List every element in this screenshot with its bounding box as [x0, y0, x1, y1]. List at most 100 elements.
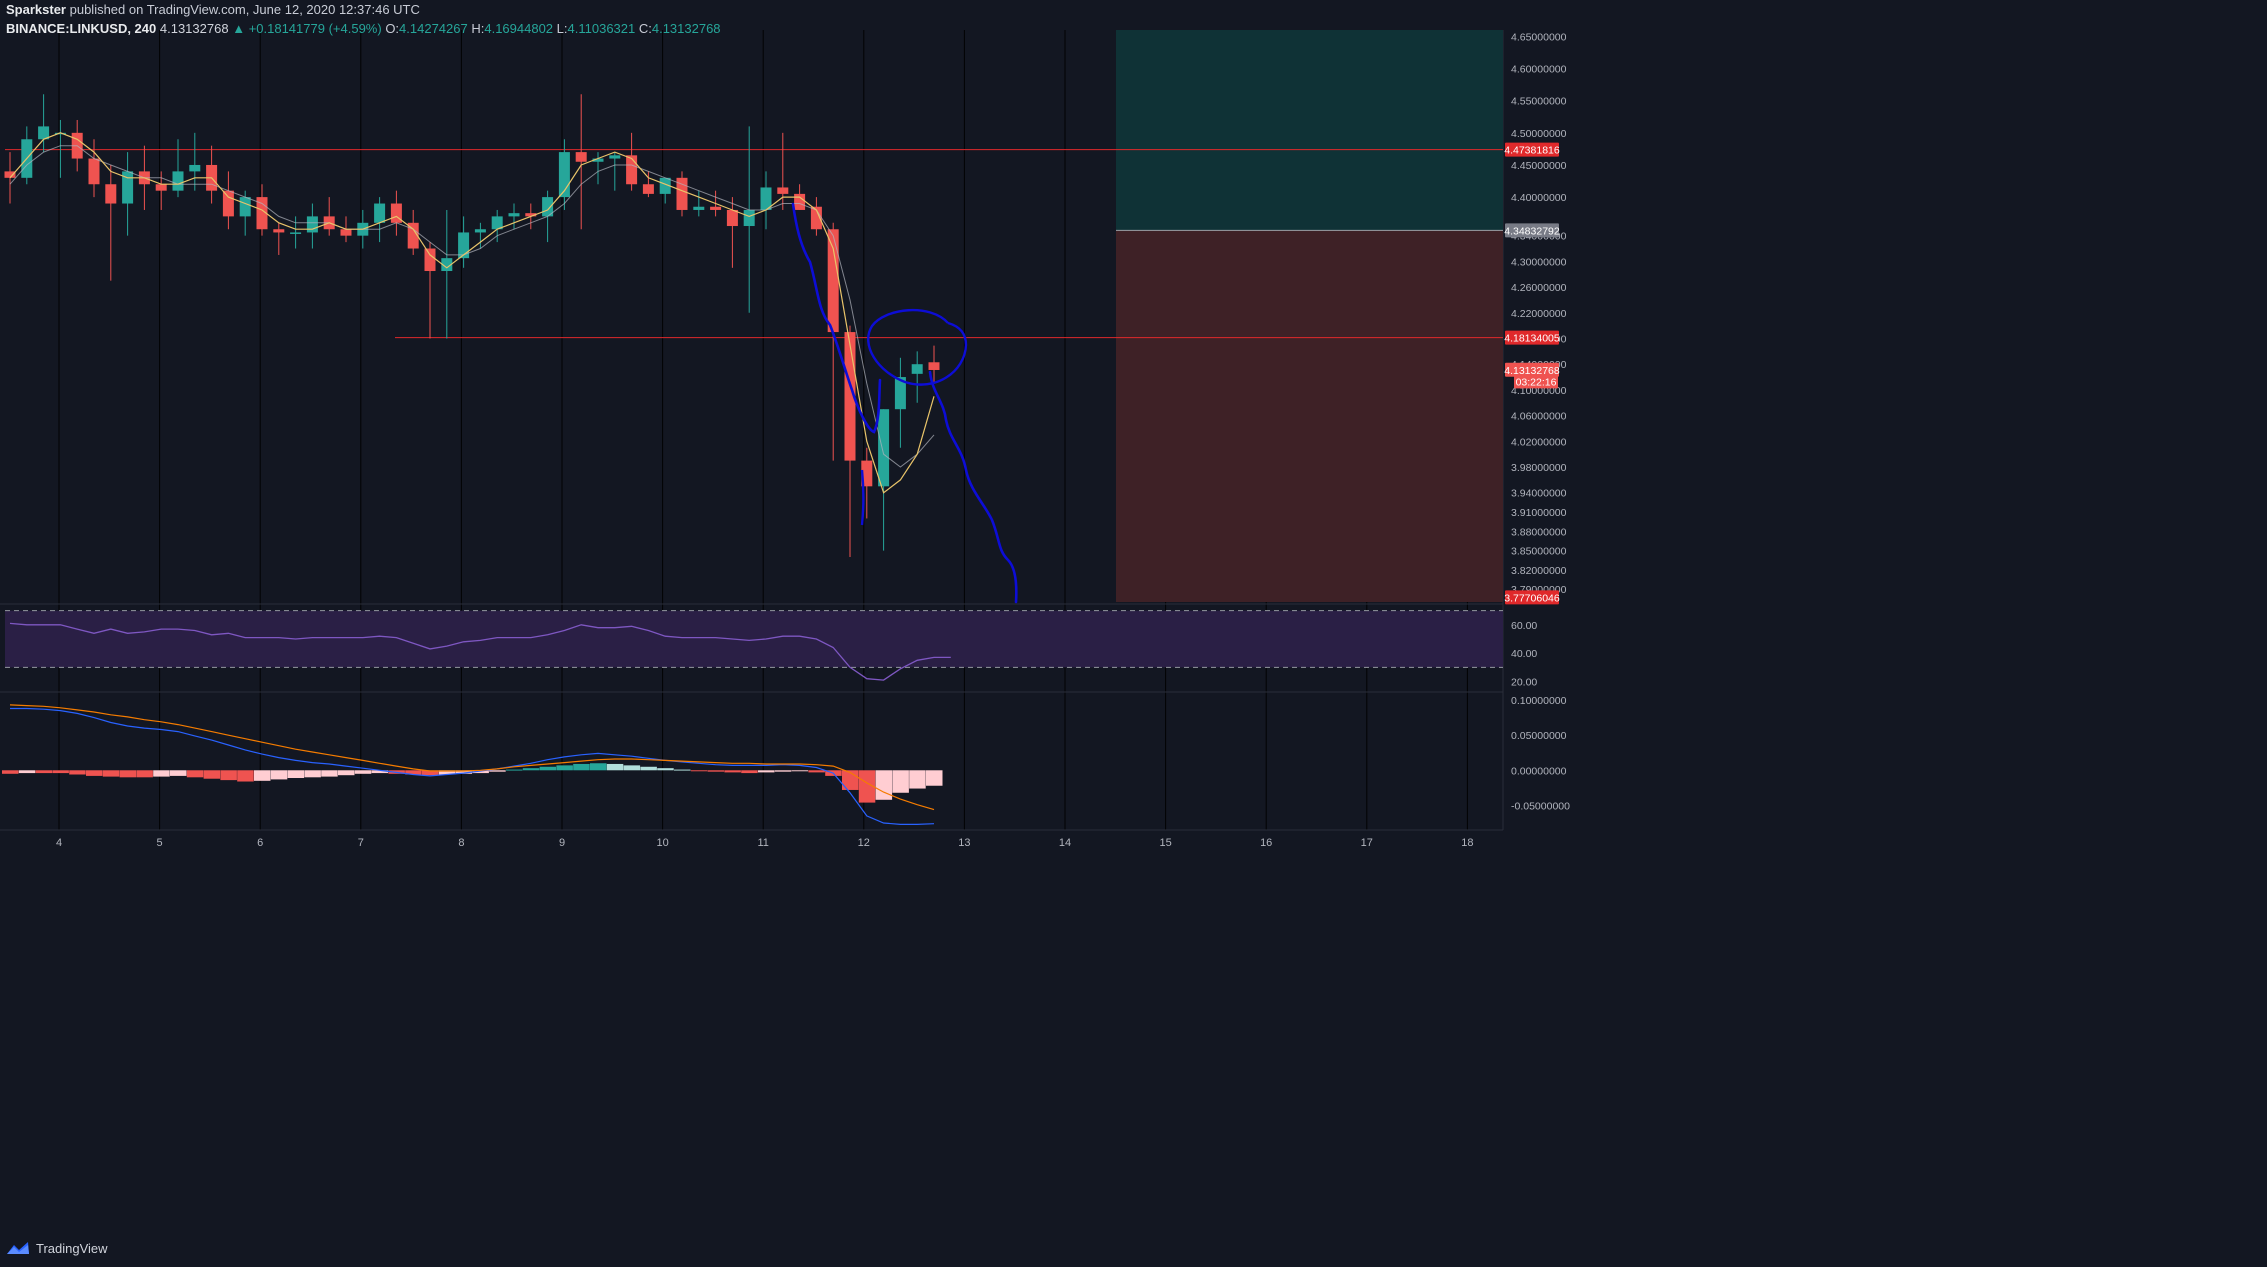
price-tick-label: 3.94000000 [1511, 488, 1567, 500]
candle-body [878, 409, 890, 487]
macd-histogram-bar [741, 770, 758, 774]
rsi-tick-label: 60.00 [1511, 620, 1537, 632]
candle-body [306, 216, 318, 233]
price-label-box [1505, 142, 1559, 157]
macd-histogram-bar [791, 770, 809, 772]
macd-histogram-bar [354, 770, 372, 774]
time-tick-label: 5 [157, 837, 163, 849]
high-value: 4.16944802 [484, 21, 554, 36]
macd-histogram-bar [287, 770, 305, 779]
macd-histogram-bar [220, 770, 237, 781]
price-tick-label: 4.26000000 [1511, 282, 1567, 294]
time-tick-label: 9 [559, 837, 565, 849]
candle-body [777, 187, 789, 194]
price-label-last: 4.13132768 [1504, 365, 1560, 377]
publish-line: Sparkster published on TradingView.com, … [6, 0, 721, 19]
open-value: 4.14274267 [399, 21, 468, 36]
time-tick-label: 10 [656, 837, 668, 849]
chart-header: Sparkster published on TradingView.com, … [6, 0, 721, 40]
macd-histogram-bar [102, 770, 120, 777]
candle-body [827, 229, 839, 333]
price-tick-label: 4.30000000 [1511, 256, 1567, 268]
macd-histogram-bar [405, 770, 422, 775]
macd-histogram-bar [606, 763, 624, 771]
price-label-box [1505, 330, 1559, 345]
symbol-label[interactable]: BINANCE:LINKUSD, 240 [6, 21, 157, 36]
macd-histogram-bar [170, 770, 187, 776]
time-tick-label: 16 [1260, 837, 1272, 849]
price-tick-label: 4.06000000 [1511, 411, 1567, 423]
time-tick-label: 4 [56, 837, 62, 849]
candle-body [794, 193, 806, 210]
candle-body [592, 158, 604, 162]
drawn-wick-stroke [860, 469, 865, 526]
candle-body [861, 460, 873, 487]
macd-histogram-bar [254, 770, 271, 781]
macd-histogram-bar [875, 770, 893, 800]
tradingview-footer[interactable]: TradingView [6, 1238, 108, 1258]
candle-body [642, 184, 654, 194]
macd-histogram-bar [522, 768, 540, 771]
time-tick-label: 14 [1059, 837, 1071, 849]
rsi-tick-label: 40.00 [1511, 648, 1537, 660]
price-label-box [1505, 590, 1559, 605]
macd-histogram-bar [472, 770, 489, 774]
candle-body [894, 377, 906, 410]
candle-body [760, 187, 772, 210]
candle-body [743, 209, 755, 227]
price-tick-label: 4.55000000 [1511, 96, 1567, 108]
macd-histogram-bar [35, 770, 53, 774]
macd-histogram-bar [724, 770, 741, 773]
macd-histogram-bar [539, 766, 557, 771]
macd-histogram-bar [707, 770, 725, 772]
macd-histogram-bar [455, 770, 473, 774]
price-tick-label: 4.45000000 [1511, 160, 1567, 172]
candle-body [374, 203, 386, 223]
price-label-level: 4.18134005 [1504, 333, 1560, 345]
macd-histogram-bar [758, 770, 775, 773]
time-tick-label: 7 [358, 837, 364, 849]
candle-body [659, 177, 671, 194]
candle-body [38, 126, 50, 140]
macd-histogram-bar [926, 770, 943, 786]
price-label-level: 3.77706046 [1504, 592, 1560, 604]
price-tick-label: 4.60000000 [1511, 64, 1567, 76]
macd-tick-label: -0.05000000 [1511, 800, 1570, 812]
macd-histogram-bar [674, 769, 691, 771]
macd-histogram-bar [86, 770, 103, 776]
macd-histogram-bar [774, 770, 792, 772]
price-tick-label: 4.40000000 [1511, 192, 1567, 204]
macd-tick-label: 0.10000000 [1511, 695, 1567, 707]
time-tick-label: 8 [458, 837, 464, 849]
macd-histogram-bar [422, 770, 439, 776]
up-arrow-icon: ▲ [232, 21, 246, 36]
author-name[interactable]: Sparkster [6, 2, 66, 17]
candle-body [558, 152, 570, 198]
candle-body [810, 206, 822, 230]
macd-histogram-bar [556, 765, 573, 771]
low-label: L: [556, 21, 568, 36]
price-label-timer: 03:22:16 [1516, 376, 1557, 388]
macd-histogram-bar [186, 770, 204, 778]
macd-histogram-bar [657, 768, 674, 771]
candle-body [122, 171, 134, 204]
candle-body [525, 213, 537, 217]
publish-info: published on TradingView.com, June 12, 2… [69, 2, 420, 17]
candle-body [390, 203, 402, 223]
last-price: 4.13132768 [159, 21, 229, 36]
candle-body [290, 232, 302, 234]
candle-body [609, 155, 621, 159]
price-tick-label: 3.82000000 [1511, 565, 1567, 577]
close-value: 4.13132768 [651, 21, 721, 36]
macd-histogram-bar [237, 770, 254, 782]
candle-body [693, 206, 705, 210]
time-tick-label: 12 [858, 837, 870, 849]
macd-line [10, 707, 935, 825]
time-tick-label: 6 [257, 837, 263, 849]
rsi-line [9, 622, 951, 681]
candle-body [340, 229, 352, 236]
price-tick-label: 4.22000000 [1511, 308, 1567, 320]
macd-histogram-bar [690, 770, 708, 772]
price-tick-label: 4.02000000 [1511, 436, 1567, 448]
